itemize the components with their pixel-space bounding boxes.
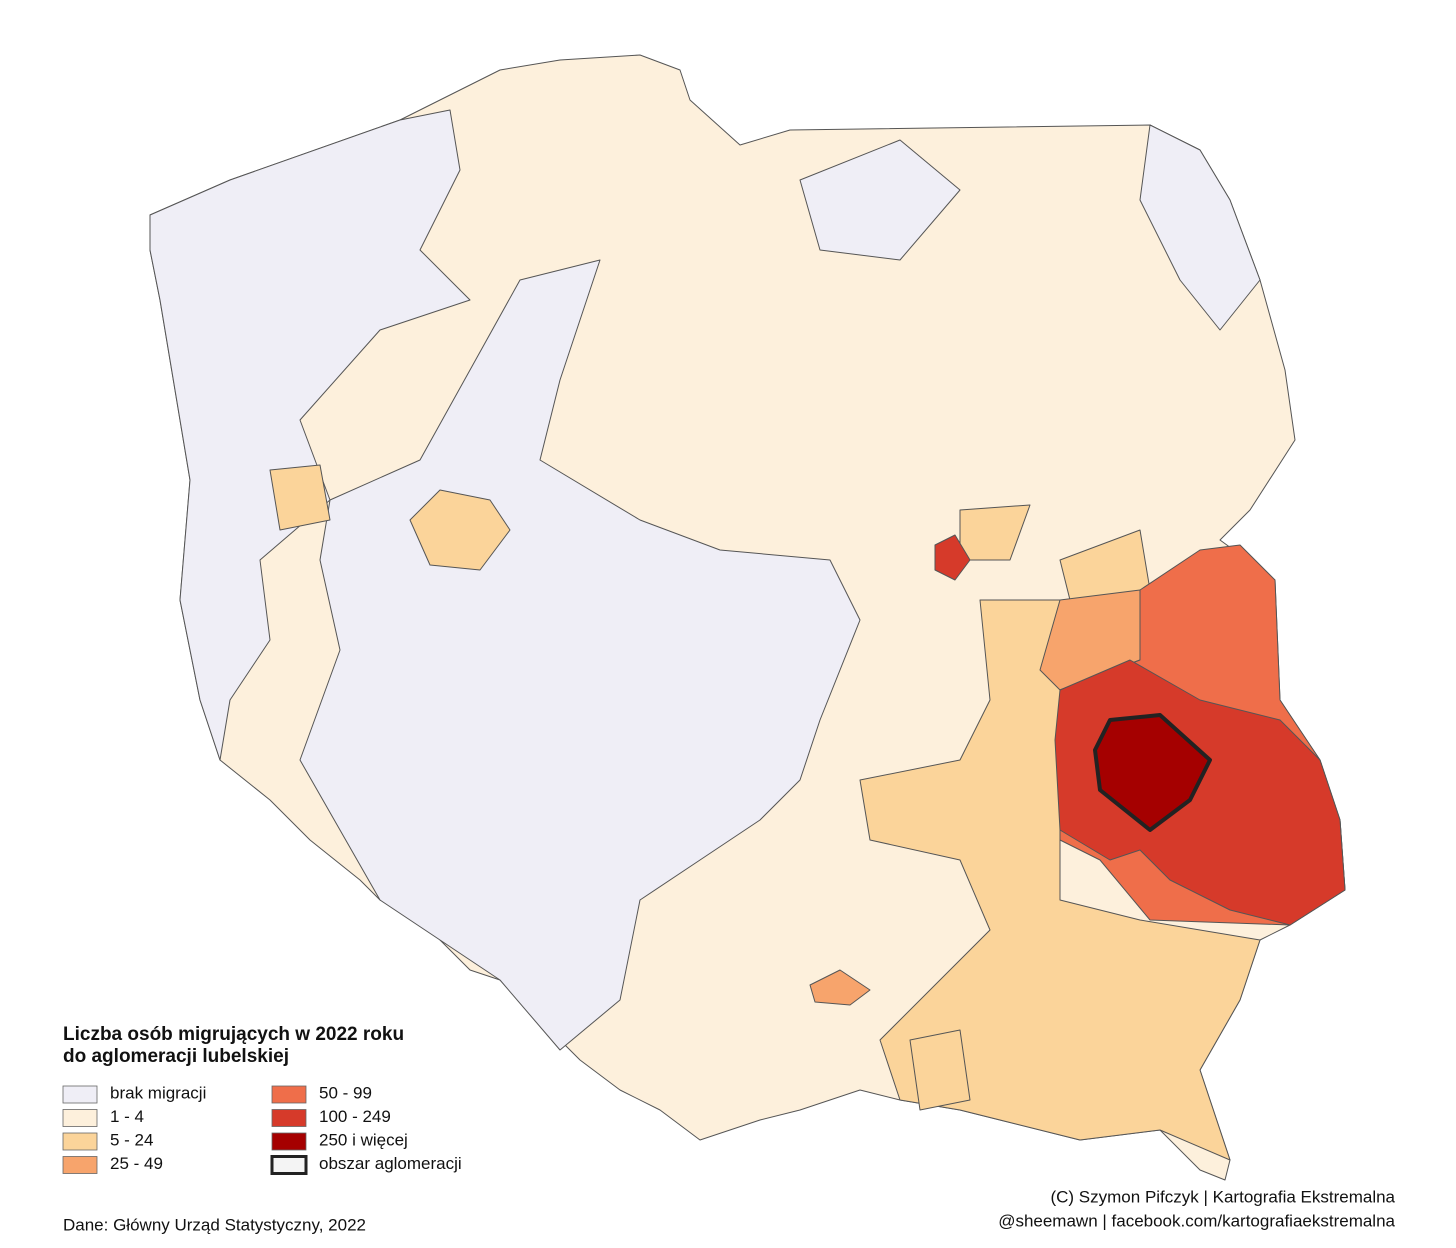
- legend-swatch: [62, 1132, 98, 1151]
- area-5-24: [909, 1029, 971, 1111]
- area-5-24: [269, 464, 331, 531]
- credits: @sheemawn | facebook.com/kartografiaekst…: [998, 1211, 1395, 1230]
- map: [149, 54, 1346, 1181]
- legend-label: 1 - 4: [110, 1107, 144, 1126]
- legend-swatch: [62, 1085, 98, 1104]
- legend-label: 5 - 24: [110, 1130, 153, 1149]
- area-25-49: [809, 969, 871, 1006]
- legend-label: 50 - 99: [319, 1083, 372, 1102]
- legend-label: 250 i więcej: [319, 1130, 408, 1149]
- legend-swatch: [62, 1156, 98, 1174]
- agglomeration-area: [1093, 713, 1212, 832]
- area-5-24: [409, 489, 511, 571]
- legend-label: brak migracji: [110, 1083, 206, 1102]
- credits: (C) Szymon Pifczyk | Kartografia Ekstrem…: [1050, 1187, 1395, 1206]
- no-migration-area: [1139, 124, 1261, 331]
- legend-label: obszar aglomeracji: [319, 1154, 462, 1173]
- no-migration-area: [149, 109, 471, 761]
- legend-swatch: [271, 1085, 307, 1104]
- source: Dane: Główny Urząd Statystyczny, 2022: [63, 1215, 366, 1234]
- no-migration-area: [799, 139, 961, 261]
- legend-swatch: [270, 1155, 308, 1175]
- area-5-24: [859, 599, 1261, 1161]
- legend-swatch: [62, 1109, 98, 1127]
- legend-swatch: [271, 1132, 307, 1151]
- legend-swatch: [271, 1109, 307, 1127]
- legend-title: Liczba osób migrujących w 2022 roku: [63, 1024, 404, 1045]
- no-migration-area: [299, 259, 861, 1051]
- legend-label: 100 - 249: [319, 1107, 391, 1126]
- area-100-249: [934, 534, 971, 581]
- legend-label: 25 - 49: [110, 1154, 163, 1173]
- legend-title: do aglomeracji lubelskiej: [63, 1046, 289, 1067]
